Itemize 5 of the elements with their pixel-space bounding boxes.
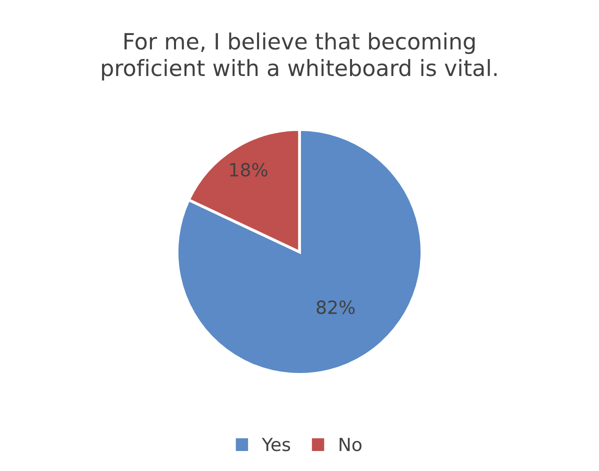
legend-label: Yes	[262, 438, 290, 452]
legend-label: No	[340, 438, 362, 452]
data-label: 18%	[230, 162, 268, 177]
data-label: 82%	[316, 300, 355, 314]
chart-title: For me, I believe that becoming proficient with a whiteboard is vital.	[102, 32, 497, 81]
